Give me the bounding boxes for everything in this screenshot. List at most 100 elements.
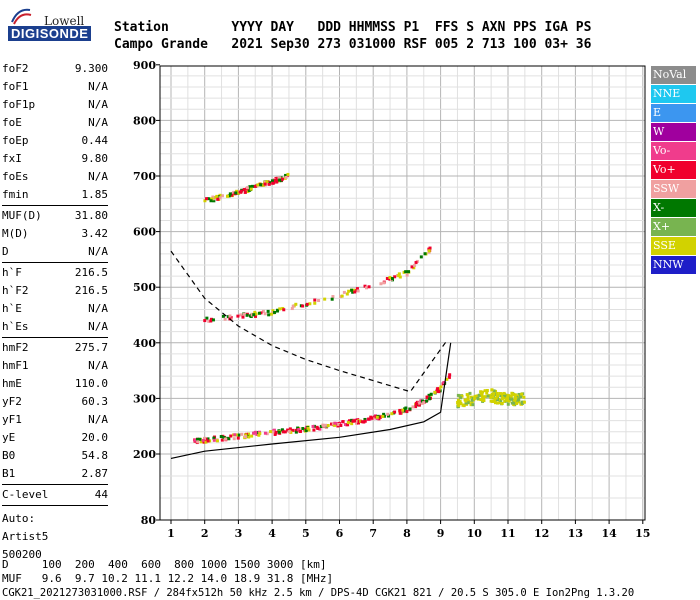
legend-item: X+: [651, 218, 696, 236]
echo-point: [507, 399, 511, 403]
echo-point: [348, 419, 352, 423]
echo-point: [466, 397, 470, 401]
param-row-clevel: C-level 44: [2, 488, 108, 501]
echo-point: [287, 430, 291, 434]
echo-point: [408, 407, 412, 411]
x-tick-label: 1: [167, 527, 175, 540]
echo-point: [353, 290, 357, 294]
echo-point: [198, 437, 202, 441]
echo-point: [427, 393, 431, 397]
y-tick-label: 300: [133, 392, 156, 405]
scaled-parameters-panel: foF2 9.300 foF1 N/A foF1p N/A foE N/A foEp 0.…: [2, 60, 108, 564]
echo-point: [365, 286, 369, 290]
echo-point: [382, 412, 386, 416]
x-tick-label: 7: [369, 527, 377, 540]
echo-point: [330, 422, 334, 426]
param-row: yF2 60.3: [2, 395, 108, 408]
echo-point: [238, 190, 242, 194]
param-row: hmF1 N/A: [2, 359, 108, 372]
echo-point: [212, 438, 216, 442]
param-row: yF1 N/A: [2, 413, 108, 426]
echo-point: [265, 180, 269, 184]
param-row: fxI 9.80: [2, 152, 108, 165]
echo-point: [505, 398, 509, 402]
echo-point: [500, 401, 504, 405]
echo-point: [519, 395, 523, 399]
echo-point: [471, 403, 475, 407]
logo-digisonde: DIGISONDE: [8, 26, 92, 41]
echo-point: [223, 317, 227, 321]
echo-point: [439, 385, 443, 389]
divider: [2, 505, 108, 506]
echo-point: [294, 430, 298, 434]
echo-point: [206, 197, 210, 201]
echo-point: [323, 423, 327, 427]
echo-point: [437, 387, 441, 391]
echo-point: [237, 433, 241, 437]
echo-point: [211, 318, 215, 322]
echo-point: [317, 299, 321, 303]
echo-point: [359, 419, 363, 423]
param-group-heights: h`F 216.5 h`F2 216.5 h`E N/A h`Es N/A: [2, 264, 108, 336]
echo-point: [233, 433, 237, 437]
echo-point: [387, 414, 391, 418]
param-row: h`Es N/A: [2, 320, 108, 333]
echo-point: [195, 437, 199, 441]
echo-point: [206, 439, 210, 443]
echo-point: [226, 315, 230, 319]
distance-row: D 100 200 400 600 800 1000 1500 3000 [km…: [2, 558, 327, 571]
echo-point: [513, 393, 517, 397]
echo-point: [414, 261, 418, 265]
echo-point: [212, 199, 216, 203]
echo-point: [225, 436, 229, 440]
echo-point: [291, 428, 295, 432]
echo-point: [437, 390, 441, 394]
echo-point: [263, 312, 267, 316]
echo-point: [483, 395, 487, 399]
echo-point: [261, 183, 265, 187]
echo-point: [417, 401, 421, 405]
x-tick-label: 8: [403, 527, 411, 540]
legend-item: Vo-: [651, 142, 696, 160]
echo-point: [398, 411, 402, 415]
auto-label: Auto:: [2, 512, 36, 525]
echo-point: [202, 440, 206, 444]
echo-point: [297, 428, 301, 432]
echo-point: [503, 399, 507, 403]
echo-point: [204, 440, 208, 444]
echo-point: [515, 401, 519, 405]
echo-point: [411, 405, 415, 409]
echo-point: [375, 415, 379, 419]
echo-point: [351, 290, 355, 294]
echo-point: [464, 399, 468, 403]
echo-point: [407, 270, 411, 274]
echo-point: [212, 436, 216, 440]
echo-point: [405, 273, 409, 277]
echo-point: [278, 176, 282, 180]
echo-point: [513, 397, 517, 401]
echo-point: [318, 427, 322, 431]
echo-point: [274, 177, 278, 181]
autoscale-program: Artist5: [2, 530, 49, 543]
echo-point: [494, 392, 498, 396]
echo-point: [429, 392, 433, 396]
echo-point: [378, 415, 382, 419]
echo-point: [520, 400, 524, 404]
echo-point: [201, 438, 205, 442]
echo-point: [209, 317, 213, 321]
echo-point: [460, 394, 464, 398]
echo-point: [355, 421, 359, 425]
echo-point: [499, 399, 503, 403]
echo-point: [228, 314, 232, 318]
echo-point: [473, 396, 477, 400]
echo-point: [464, 401, 468, 405]
echo-point: [236, 314, 240, 318]
echo-point: [232, 437, 236, 441]
echo-point: [253, 184, 257, 188]
echo-point: [275, 180, 279, 184]
echo-point: [513, 394, 517, 398]
echo-point: [234, 433, 238, 437]
echo-point: [270, 179, 274, 183]
echo-point: [250, 434, 254, 438]
echo-point: [499, 394, 503, 398]
